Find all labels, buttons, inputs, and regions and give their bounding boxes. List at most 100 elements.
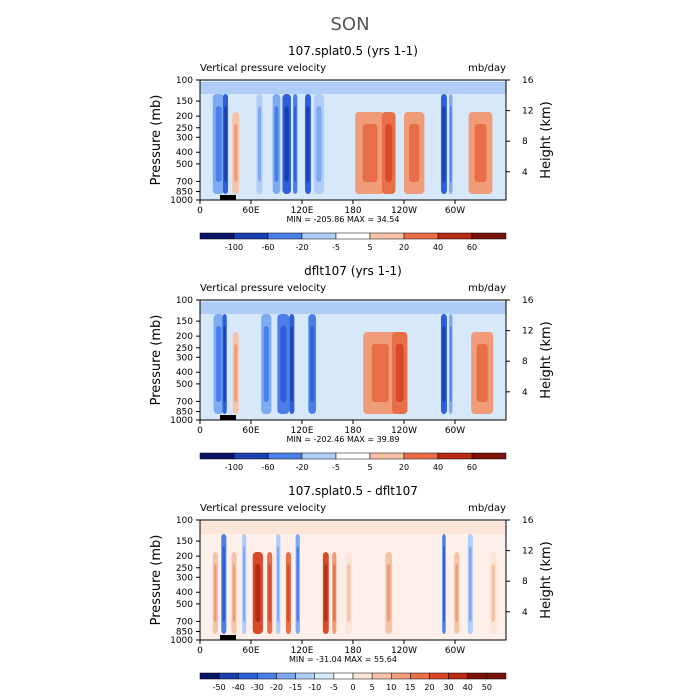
colorbar-label: -15: [289, 683, 302, 692]
field-band-core: [387, 564, 391, 622]
colorbar-cell: [335, 232, 371, 240]
field-band-core: [287, 564, 290, 622]
y-tick-label: 200: [176, 552, 193, 562]
field-band-core: [284, 106, 289, 182]
field-band-core: [296, 546, 299, 622]
field-band-core: [215, 106, 222, 182]
field-background: [200, 80, 506, 200]
field-band-core: [449, 326, 452, 402]
y-tick-label: 300: [176, 133, 193, 143]
colorbar-label: -50: [213, 683, 226, 692]
colorbar-cell: [218, 672, 239, 680]
x-tick-label: 0: [197, 646, 203, 656]
min-max-stats: MIN = -31.04 MAX = 55.64: [289, 655, 397, 664]
y-tick-label: 1000: [170, 196, 193, 206]
field-band-core: [294, 106, 297, 182]
topography-mask: [220, 415, 236, 420]
y-tick-label: 150: [176, 97, 193, 107]
field-band-core: [491, 564, 495, 622]
colorbar-label: -10: [308, 683, 321, 692]
y-right-tick-label: 16: [522, 296, 534, 306]
x-tick-label: 60W: [445, 646, 465, 656]
y-tick-label: 400: [176, 368, 193, 378]
x-tick-label: 180: [344, 646, 361, 656]
y-tick-label: 850: [176, 408, 193, 418]
colorbar-label: 60: [467, 243, 477, 252]
chart-panel-3: 107.splat0.5 - dflt107 Vertical pressure …: [149, 484, 554, 692]
y-axis-title: Pressure (mb): [149, 95, 164, 186]
field-band-core: [324, 564, 328, 622]
field-band-core: [255, 564, 261, 622]
field-band-core: [443, 546, 445, 622]
colorbar-cell: [369, 232, 405, 240]
x-tick-label: 120E: [291, 646, 314, 656]
colorbar-cell: [276, 672, 296, 680]
field-band-core: [234, 344, 238, 402]
y-right-tick-label: 4: [522, 608, 528, 618]
field-upper-band: [200, 522, 506, 534]
colorbar-label: 0: [350, 683, 355, 692]
x-tick-label: 60E: [242, 426, 259, 436]
field-band-core: [442, 326, 446, 402]
topography-mask: [220, 635, 236, 640]
page-title: SON: [330, 14, 369, 35]
field-band-core: [449, 106, 452, 182]
chart-panel-1: 107.splat0.5 (yrs 1-1) Vertical pressure …: [149, 44, 554, 252]
y-tick-label: 500: [176, 160, 193, 170]
colorbar-label: 40: [433, 463, 443, 472]
colorbar-cell: [486, 672, 507, 680]
colorbar-label: -20: [295, 243, 308, 252]
y-tick-label: 100: [176, 296, 193, 306]
field-band-core: [214, 564, 217, 622]
panel-title: 107.splat0.5 - dflt107: [288, 484, 418, 498]
y-tick-label: 700: [176, 617, 193, 627]
y-tick-label: 400: [176, 148, 193, 158]
y-right-tick-label: 12: [522, 327, 533, 337]
colorbar-label: -100: [225, 243, 243, 252]
colorbar-cell: [301, 452, 337, 460]
field-band-core: [455, 564, 458, 622]
x-tick-label: 120W: [391, 206, 417, 216]
colorbar-label: -30: [251, 683, 264, 692]
field-band-core: [333, 564, 336, 622]
colorbar-label: 5: [370, 683, 375, 692]
y-tick-label: 1000: [170, 636, 193, 646]
field-band-core: [409, 124, 420, 182]
field-band-core: [277, 546, 280, 622]
field-band-core: [476, 344, 488, 402]
y-tick-label: 250: [176, 564, 193, 574]
colorbar-label: -40: [232, 683, 245, 692]
y-tick-label: 200: [176, 112, 193, 122]
min-max-stats: MIN = -202.46 MAX = 39.89: [286, 435, 399, 444]
colorbar-cell: [429, 672, 449, 680]
y-axis-title: Pressure (mb): [149, 315, 164, 406]
y-right-tick-label: 16: [522, 516, 534, 526]
field-band-core: [222, 546, 226, 622]
y-right-axis-title: Height (km): [539, 321, 554, 398]
contour-field: [200, 520, 506, 640]
y-tick-label: 500: [176, 380, 193, 390]
colorbar-label: 60: [467, 463, 477, 472]
field-label: Vertical pressure velocity: [200, 283, 326, 294]
field-band-core: [385, 124, 393, 182]
colorbar-cell: [410, 672, 430, 680]
colorbar-cell: [448, 672, 468, 680]
field-band-core: [316, 106, 322, 182]
y-right-tick-label: 8: [522, 357, 528, 367]
field-band-core: [268, 564, 271, 622]
x-tick-label: 60E: [242, 646, 259, 656]
y-tick-label: 100: [176, 516, 193, 526]
colorbar-cell: [295, 672, 315, 680]
colorbar-cell: [471, 232, 507, 240]
x-tick-label: 60E: [242, 206, 259, 216]
y-tick-label: 250: [176, 344, 193, 354]
colorbar-label: 5: [367, 463, 372, 472]
x-tick-label: 0: [197, 206, 203, 216]
colorbar-cell: [199, 452, 235, 460]
colorbar-label: 40: [433, 243, 443, 252]
colorbar-cell: [257, 672, 277, 680]
y-right-tick-label: 8: [522, 137, 528, 147]
colorbar-cell: [369, 452, 405, 460]
colorbar-label: 20: [399, 243, 409, 252]
